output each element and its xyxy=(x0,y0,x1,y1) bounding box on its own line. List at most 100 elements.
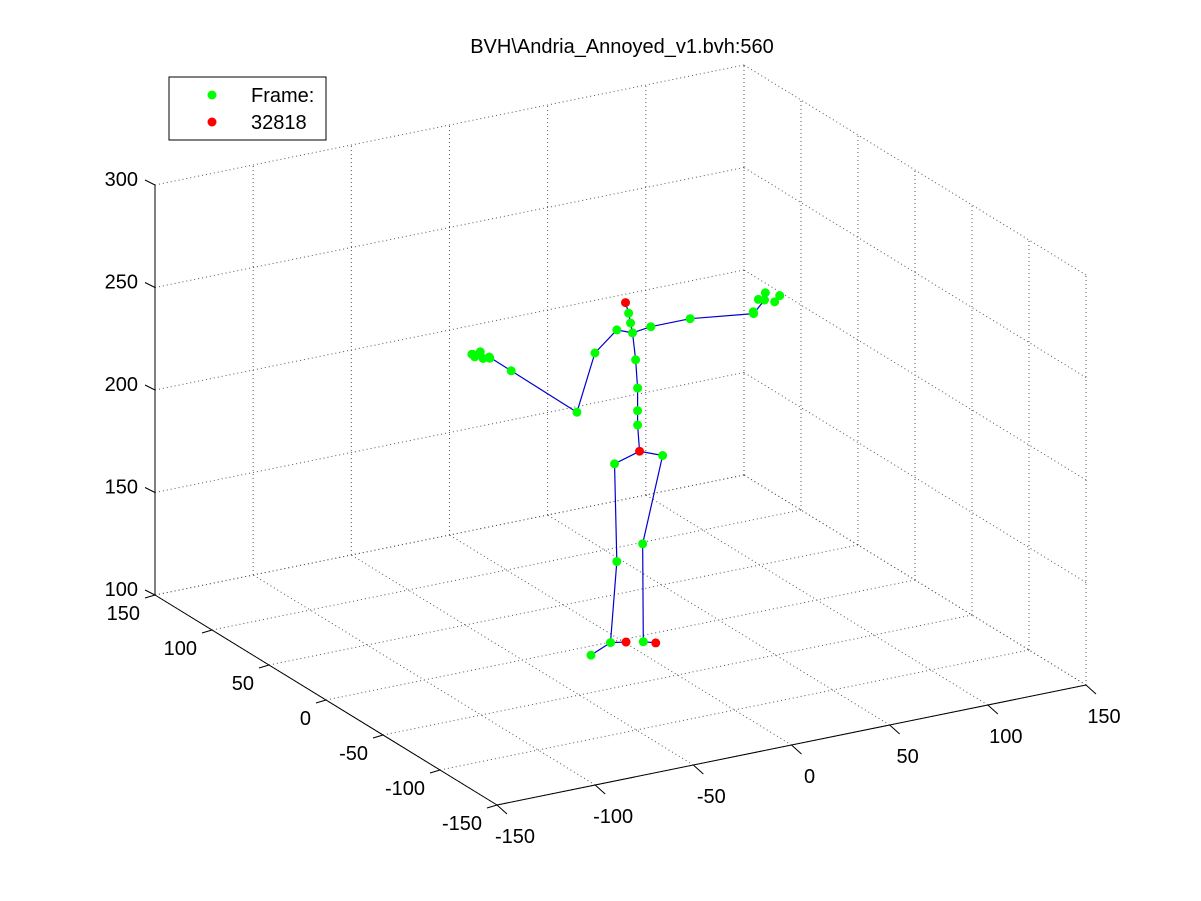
joint-marker xyxy=(628,328,638,338)
joint-marker xyxy=(631,355,641,365)
z-tick-mark xyxy=(144,384,156,391)
skeleton-bone xyxy=(576,352,596,413)
y-tick-mark xyxy=(144,594,156,599)
joint-marker xyxy=(685,314,695,324)
x-tick-label: -100 xyxy=(593,806,633,828)
skeleton-joints xyxy=(467,288,785,660)
joint-marker xyxy=(638,637,648,647)
joint-marker xyxy=(590,348,600,358)
z-tick-label: 200 xyxy=(105,374,138,396)
joint-marker xyxy=(605,638,615,648)
joint-marker xyxy=(658,451,668,460)
joint-marker xyxy=(572,407,582,417)
y-tick-mark xyxy=(201,629,213,634)
floor-grid-line-y xyxy=(325,579,916,701)
z-tick-label: 150 xyxy=(105,477,138,499)
skeleton-bone xyxy=(614,450,640,465)
y-tick-label: 100 xyxy=(164,638,197,660)
joint-marker xyxy=(753,294,763,304)
x-tick-mark xyxy=(1085,684,1097,695)
x-tick-label: 0 xyxy=(804,766,815,788)
joint-marker xyxy=(638,539,648,549)
joint-marker xyxy=(775,291,785,301)
joint-marker xyxy=(467,349,477,359)
back-wall-grid-horizontal xyxy=(154,372,745,493)
skeleton-bones xyxy=(488,299,765,656)
side-wall-grid-horizontal xyxy=(743,167,1087,378)
skeleton-bone xyxy=(642,455,664,544)
end-joint-marker xyxy=(635,446,645,456)
joint-marker xyxy=(633,406,643,416)
x-tick-label: -50 xyxy=(697,786,726,808)
z-tick-label: 300 xyxy=(105,169,138,191)
joint-marker xyxy=(586,650,596,660)
joint-marker xyxy=(506,366,516,376)
y-tick-label: 0 xyxy=(300,708,311,730)
joint-marker xyxy=(760,288,770,298)
skeleton-bone xyxy=(650,318,691,328)
z-tick-label: 100 xyxy=(105,579,138,601)
skeleton-bone xyxy=(609,561,618,643)
end-joint-marker xyxy=(621,298,631,308)
y-tick-mark xyxy=(429,769,441,774)
joint-marker xyxy=(748,307,758,317)
z-tick-label: 250 xyxy=(105,272,138,294)
y-tick-label: 150 xyxy=(107,603,140,625)
axes-grid xyxy=(154,64,1087,806)
joint-marker xyxy=(612,557,622,567)
x-tick-label: 50 xyxy=(897,746,919,768)
x-tick-mark xyxy=(889,724,901,735)
y-tick-label: 50 xyxy=(232,673,254,695)
skeleton-bone xyxy=(510,370,578,413)
back-wall-grid-horizontal xyxy=(154,474,745,596)
x-tick-mark xyxy=(594,784,606,795)
y-tick-label: -50 xyxy=(339,743,368,765)
y-tick-mark xyxy=(486,804,498,809)
joint-marker xyxy=(626,318,636,328)
floor-grid-line-y xyxy=(439,649,1030,771)
z-tick-mark xyxy=(144,487,156,493)
plot-title: BVH\Andria_Annoyed_v1.bvh:560 xyxy=(470,36,774,58)
z-tick-mark xyxy=(144,589,156,596)
joint-marker xyxy=(610,459,620,469)
axes-lines xyxy=(144,179,1097,815)
x-tick-mark xyxy=(692,764,704,775)
side-wall-grid-horizontal xyxy=(743,474,1087,686)
legend-label-frame: Frame: xyxy=(251,85,314,107)
joint-marker xyxy=(633,383,643,393)
x-tick-mark xyxy=(791,744,802,755)
joint-marker xyxy=(478,353,488,363)
skeleton-bone xyxy=(613,463,618,562)
skeleton-bone xyxy=(642,543,644,642)
y-tick-label: -150 xyxy=(442,813,482,835)
legend-marker-frame-number xyxy=(207,117,217,127)
legend: Frame: 32818 xyxy=(168,76,327,141)
floor-grid-line-y xyxy=(211,509,802,631)
z-tick-mark xyxy=(144,179,156,186)
joint-marker xyxy=(633,420,643,430)
x-tick-label: 150 xyxy=(1087,706,1120,728)
y-tick-label: -100 xyxy=(385,778,425,800)
y-tick-mark xyxy=(372,734,384,739)
skeleton-bone xyxy=(690,313,754,320)
skeleton-bone xyxy=(635,359,639,389)
floor-grid-line-y xyxy=(382,614,973,736)
back-wall-grid-horizontal xyxy=(154,64,745,186)
legend-marker-frame xyxy=(207,90,217,100)
x-tick-mark xyxy=(496,804,508,815)
skeleton-bone xyxy=(594,329,618,354)
back-wall-grid-horizontal xyxy=(154,167,745,288)
joint-marker xyxy=(646,322,656,332)
x-tick-label: -150 xyxy=(495,826,535,848)
legend-box xyxy=(168,76,327,141)
x-tick-mark xyxy=(987,704,999,715)
floor-grid-line-y xyxy=(268,544,859,666)
side-wall-grid-horizontal xyxy=(743,64,1087,276)
joint-marker xyxy=(612,325,622,335)
z-tick-mark xyxy=(144,282,156,288)
end-joint-marker xyxy=(651,638,661,648)
x-tick-label: 100 xyxy=(989,726,1022,748)
side-wall-grid-horizontal xyxy=(743,372,1087,583)
axes-tick-labels: -150-100-50050100150-150-100-50050100150… xyxy=(105,169,1121,848)
